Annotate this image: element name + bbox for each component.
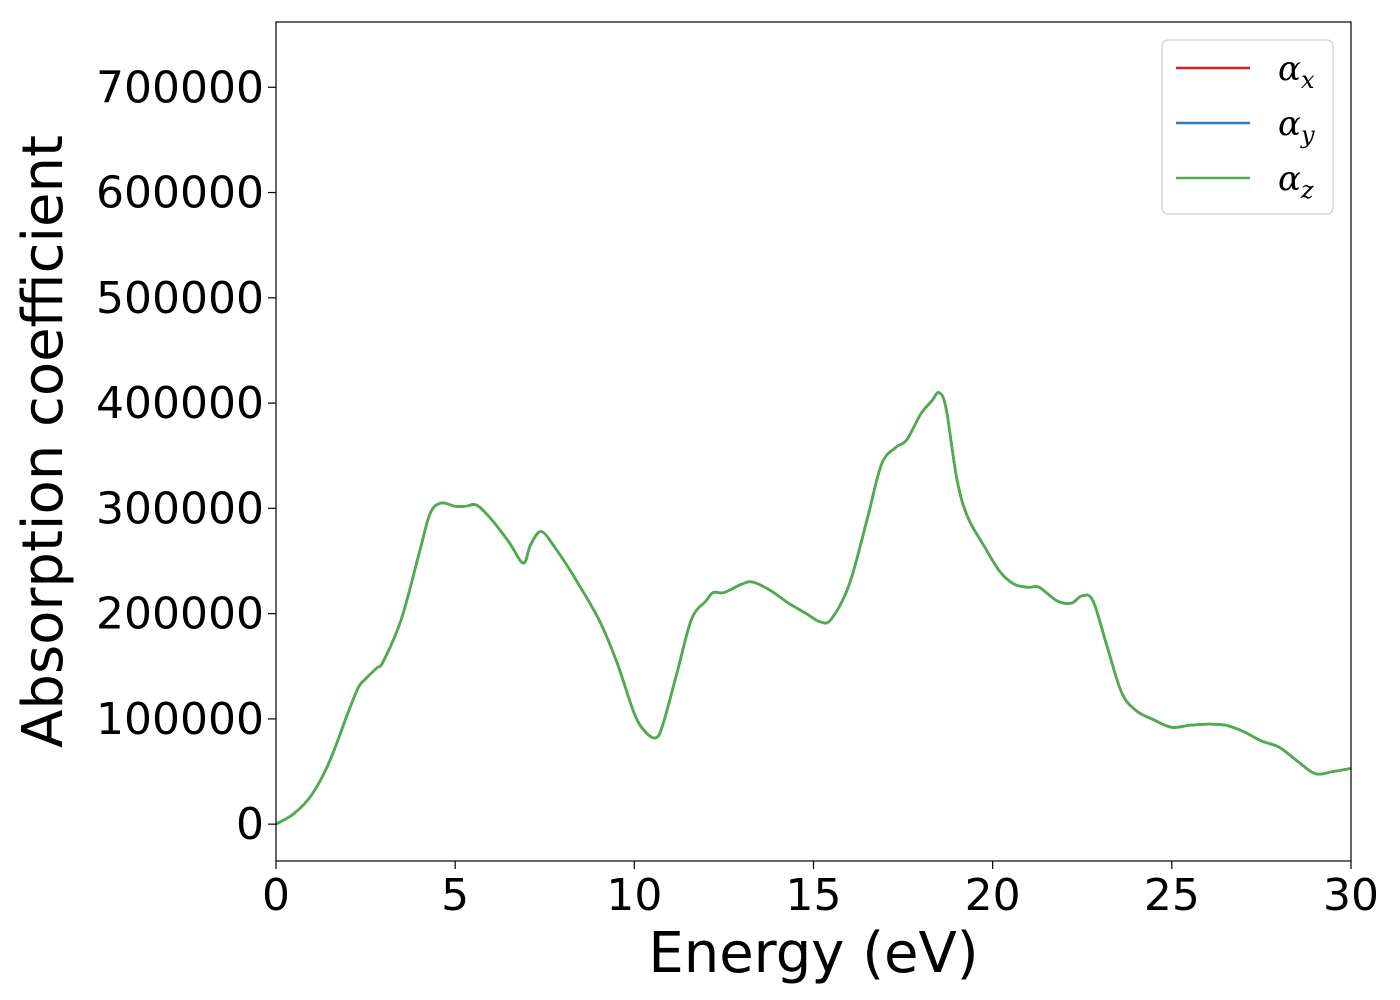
legend: αx αy αz: [1161, 39, 1334, 215]
legend-label-x: αx: [1278, 49, 1315, 94]
legend-label-y: αy: [1278, 104, 1315, 149]
series-lines: [276, 391, 1351, 826]
y-tick-label: 0: [236, 799, 264, 850]
x-axis-title: Energy (eV): [648, 921, 978, 986]
y-tick-label: 400000: [96, 378, 264, 429]
series-line-y: [276, 391, 1351, 826]
plot-frame: [275, 21, 1352, 862]
x-tick-label: 5: [441, 870, 469, 921]
x-tick-label: 10: [606, 870, 662, 921]
legend-label-z: αz: [1278, 159, 1314, 204]
x-axis-ticks: 0 5 10 15 20 25 30: [262, 861, 1379, 921]
x-tick-label: 0: [262, 870, 290, 921]
y-tick-label: 300000: [96, 483, 264, 534]
y-tick-label: 200000: [96, 589, 264, 640]
x-tick-label: 30: [1323, 870, 1379, 921]
x-tick-label: 25: [1144, 870, 1200, 921]
series-line-z: [276, 391, 1351, 826]
y-tick-label: 700000: [96, 62, 264, 113]
x-tick-label: 15: [786, 870, 842, 921]
series-line-x: [276, 391, 1351, 826]
y-tick-label: 100000: [96, 694, 264, 745]
y-tick-label: 600000: [96, 168, 264, 219]
y-tick-label: 500000: [96, 273, 264, 324]
y-axis-title: Absorption coefficient: [11, 135, 76, 748]
x-tick-label: 20: [965, 870, 1021, 921]
y-axis-ticks: 0 100000 200000 300000 400000 500000 600000 700…: [96, 62, 276, 850]
legend-box: [1161, 39, 1334, 215]
